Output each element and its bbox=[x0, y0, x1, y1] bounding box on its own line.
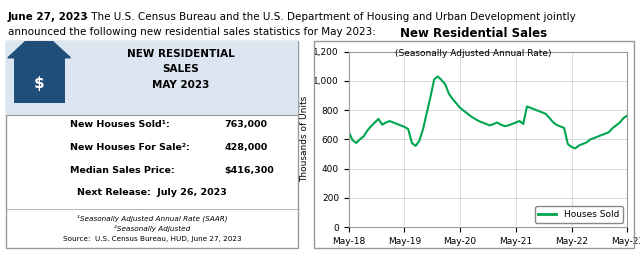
Text: Next Release:  July 26, 2023: Next Release: July 26, 2023 bbox=[77, 189, 227, 197]
Polygon shape bbox=[8, 29, 70, 58]
Text: June 27, 2023: June 27, 2023 bbox=[8, 12, 88, 22]
Text: New Residential Sales: New Residential Sales bbox=[400, 27, 547, 40]
Text: New Houses For Sale²:: New Houses For Sale²: bbox=[70, 143, 190, 152]
FancyBboxPatch shape bbox=[6, 41, 298, 115]
Text: Median Sales Price:: Median Sales Price: bbox=[70, 166, 175, 175]
Text: $: $ bbox=[34, 76, 44, 91]
Text: ¹Seasonally Adjusted Annual Rate (SAAR): ¹Seasonally Adjusted Annual Rate (SAAR) bbox=[77, 214, 227, 222]
FancyBboxPatch shape bbox=[13, 58, 65, 103]
Text: ²Seasonally Adjusted: ²Seasonally Adjusted bbox=[114, 224, 190, 232]
Text: 428,000: 428,000 bbox=[225, 143, 268, 152]
Text: SALES: SALES bbox=[163, 64, 200, 74]
Text: New Houses Sold¹:: New Houses Sold¹: bbox=[70, 120, 170, 129]
Text: $416,300: $416,300 bbox=[225, 166, 275, 175]
Text: 763,000: 763,000 bbox=[225, 120, 268, 129]
Text: - The U.S. Census Bureau and the U.S. Department of Housing and Urban Developmen: - The U.S. Census Bureau and the U.S. De… bbox=[81, 12, 576, 22]
FancyBboxPatch shape bbox=[6, 41, 298, 248]
Y-axis label: Thousands of Units: Thousands of Units bbox=[300, 96, 309, 182]
Text: Source:  U.S. Census Bureau, HUD, June 27, 2023: Source: U.S. Census Bureau, HUD, June 27… bbox=[63, 236, 241, 243]
Text: announced the following new residential sales statistics for May 2023:: announced the following new residential … bbox=[8, 27, 376, 37]
Text: MAY 2023: MAY 2023 bbox=[152, 80, 210, 90]
Legend: Houses Sold: Houses Sold bbox=[535, 206, 623, 223]
Text: NEW RESIDENTIAL: NEW RESIDENTIAL bbox=[127, 49, 235, 59]
Text: (Seasonally Adjusted Annual Rate): (Seasonally Adjusted Annual Rate) bbox=[396, 49, 552, 58]
